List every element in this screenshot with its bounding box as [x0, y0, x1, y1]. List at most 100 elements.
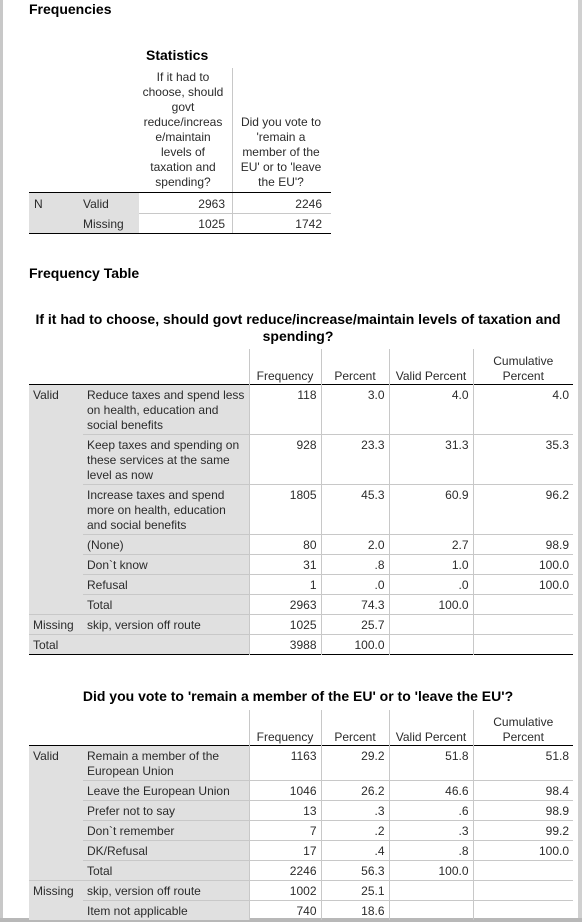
- cell-frequency: 1002: [248, 880, 321, 900]
- table-row: Missing skip, version off route 1025 25.…: [29, 614, 573, 634]
- row-label: Increase taxes and spend more on health,…: [83, 484, 249, 534]
- table2-header-row: Frequency Percent Valid Percent Cumulati…: [29, 710, 573, 745]
- cell-frequency: 17: [248, 840, 321, 860]
- cell-cumulative-percent: 100.0: [472, 574, 573, 594]
- table2-title: Did you vote to 'remain a member of the …: [82, 688, 514, 704]
- row-label: skip, version off route: [83, 614, 249, 634]
- cell-percent: 25.7: [320, 614, 389, 634]
- stat-col1-header: If it had to choose, should govt reduce/…: [142, 70, 224, 189]
- table-row: Total 2246 56.3 100.0: [29, 860, 573, 880]
- stat-valid-label: Valid: [83, 197, 109, 211]
- column-divider: [232, 193, 233, 233]
- row-label: Item not applicable: [83, 900, 249, 920]
- header-cumulative-percent: Cumulative Percent: [472, 710, 573, 745]
- cell-cumulative-percent: [472, 860, 573, 880]
- cell-frequency: 13: [248, 800, 321, 820]
- cell-empty: [83, 634, 249, 654]
- cell-frequency: 928: [248, 434, 321, 484]
- cell-percent: 56.3: [320, 860, 389, 880]
- table-row: Leave the European Union 1046 26.2 46.6 …: [29, 780, 573, 800]
- cell-percent: .2: [320, 820, 389, 840]
- row-label: Total: [83, 860, 249, 880]
- cell-empty: [388, 900, 473, 920]
- cell-percent: 100.0: [320, 634, 389, 654]
- cell-frequency: 80: [248, 534, 321, 554]
- cell-valid-percent: .8: [388, 840, 473, 860]
- group-total-label: Total: [29, 634, 83, 654]
- table1: Frequency Percent Valid Percent Cumulati…: [29, 349, 573, 655]
- cell-frequency: 118: [248, 384, 321, 434]
- cell-cumulative-percent: [472, 594, 573, 614]
- stat-bottom-rule: [29, 233, 331, 234]
- column-divider: [232, 68, 233, 194]
- row-label: Prefer not to say: [83, 800, 249, 820]
- group-missing-label: Missing: [29, 880, 83, 920]
- stat-col2-header: Did you vote to 'remain a member of the …: [240, 115, 322, 189]
- cell-valid-percent: 1.0: [388, 554, 473, 574]
- cell-cumulative-percent: 99.2: [472, 820, 573, 840]
- header-cumulative-percent: Cumulative Percent: [472, 349, 573, 384]
- cell-valid-percent: 60.9: [388, 484, 473, 534]
- cell-cumulative-percent: 35.3: [472, 434, 573, 484]
- stat-missing-value-1: 1025: [198, 217, 225, 231]
- cell-cumulative-percent: 98.4: [472, 780, 573, 800]
- table-row: Don`t remember 7 .2 .3 99.2: [29, 820, 573, 840]
- cell-percent: 74.3: [320, 594, 389, 614]
- header-percent: Percent: [320, 710, 389, 745]
- table-row: Keep taxes and spending on these service…: [29, 434, 573, 484]
- cell-frequency: 1: [248, 574, 321, 594]
- row-label: Refusal: [83, 574, 249, 594]
- cell-percent: .8: [320, 554, 389, 574]
- header-frequency: Frequency: [248, 349, 321, 384]
- row-label: Don`t know: [83, 554, 249, 574]
- cell-percent: 45.3: [320, 484, 389, 534]
- cell-percent: .4: [320, 840, 389, 860]
- table-row: Total 3988 100.0: [29, 634, 573, 654]
- table-row: Missing skip, version off route 1002 25.…: [29, 880, 573, 920]
- row-label: Remain a member of the European Union: [83, 745, 249, 780]
- table-row: Total 2963 74.3 100.0: [29, 594, 573, 614]
- stat-missing-label: Missing: [83, 217, 124, 231]
- cell-valid-percent: 31.3: [388, 434, 473, 484]
- cell-cumulative-percent: 98.9: [472, 800, 573, 820]
- cell-percent: 3.0: [320, 384, 389, 434]
- cell-empty: [388, 614, 473, 634]
- stat-valid-value-2: 2246: [295, 197, 322, 211]
- stat-label-column: [29, 193, 139, 233]
- row-divider: [139, 213, 331, 214]
- cell-empty: [388, 880, 473, 900]
- window-right-border: [578, 0, 582, 922]
- row-label: Keep taxes and spending on these service…: [83, 434, 249, 484]
- cell-cumulative-percent: 98.9: [472, 534, 573, 554]
- cell-frequency: 3988: [248, 634, 321, 654]
- row-label: (None): [83, 534, 249, 554]
- header-percent: Percent: [320, 349, 389, 384]
- cell-percent: 25.1: [320, 880, 389, 900]
- cell-frequency: 740: [248, 900, 321, 920]
- group-valid-label: Valid: [29, 384, 83, 614]
- cell-cumulative-percent: 4.0: [472, 384, 573, 434]
- stat-missing-value-2: 1742: [295, 217, 322, 231]
- header-frequency: Frequency: [248, 710, 321, 745]
- cell-percent: 26.2: [320, 780, 389, 800]
- cell-frequency: 1805: [248, 484, 321, 534]
- cell-percent: 18.6: [320, 900, 389, 920]
- cell-empty: [472, 634, 573, 654]
- cell-cumulative-percent: 100.0: [472, 840, 573, 860]
- table-row: DK/Refusal 17 .4 .8 100.0: [29, 840, 573, 860]
- table2: Frequency Percent Valid Percent Cumulati…: [29, 710, 573, 920]
- row-label: Total: [83, 594, 249, 614]
- stat-valid-value-1: 2963: [198, 197, 225, 211]
- window-bottom-border: [0, 918, 582, 922]
- cell-frequency: 31: [248, 554, 321, 574]
- row-label: Don`t remember: [83, 820, 249, 840]
- cell-valid-percent: 2.7: [388, 534, 473, 554]
- cell-frequency: 1025: [248, 614, 321, 634]
- cell-frequency: 7: [248, 820, 321, 840]
- table-row: Increase taxes and spend more on health,…: [29, 484, 573, 534]
- table-row: Valid Reduce taxes and spend less on hea…: [29, 384, 573, 614]
- table1-title: If it had to choose, should govt reduce/…: [35, 311, 561, 344]
- stat-header-rule: [29, 192, 331, 193]
- stat-n-label: N: [34, 197, 43, 211]
- cell-empty: [388, 634, 473, 654]
